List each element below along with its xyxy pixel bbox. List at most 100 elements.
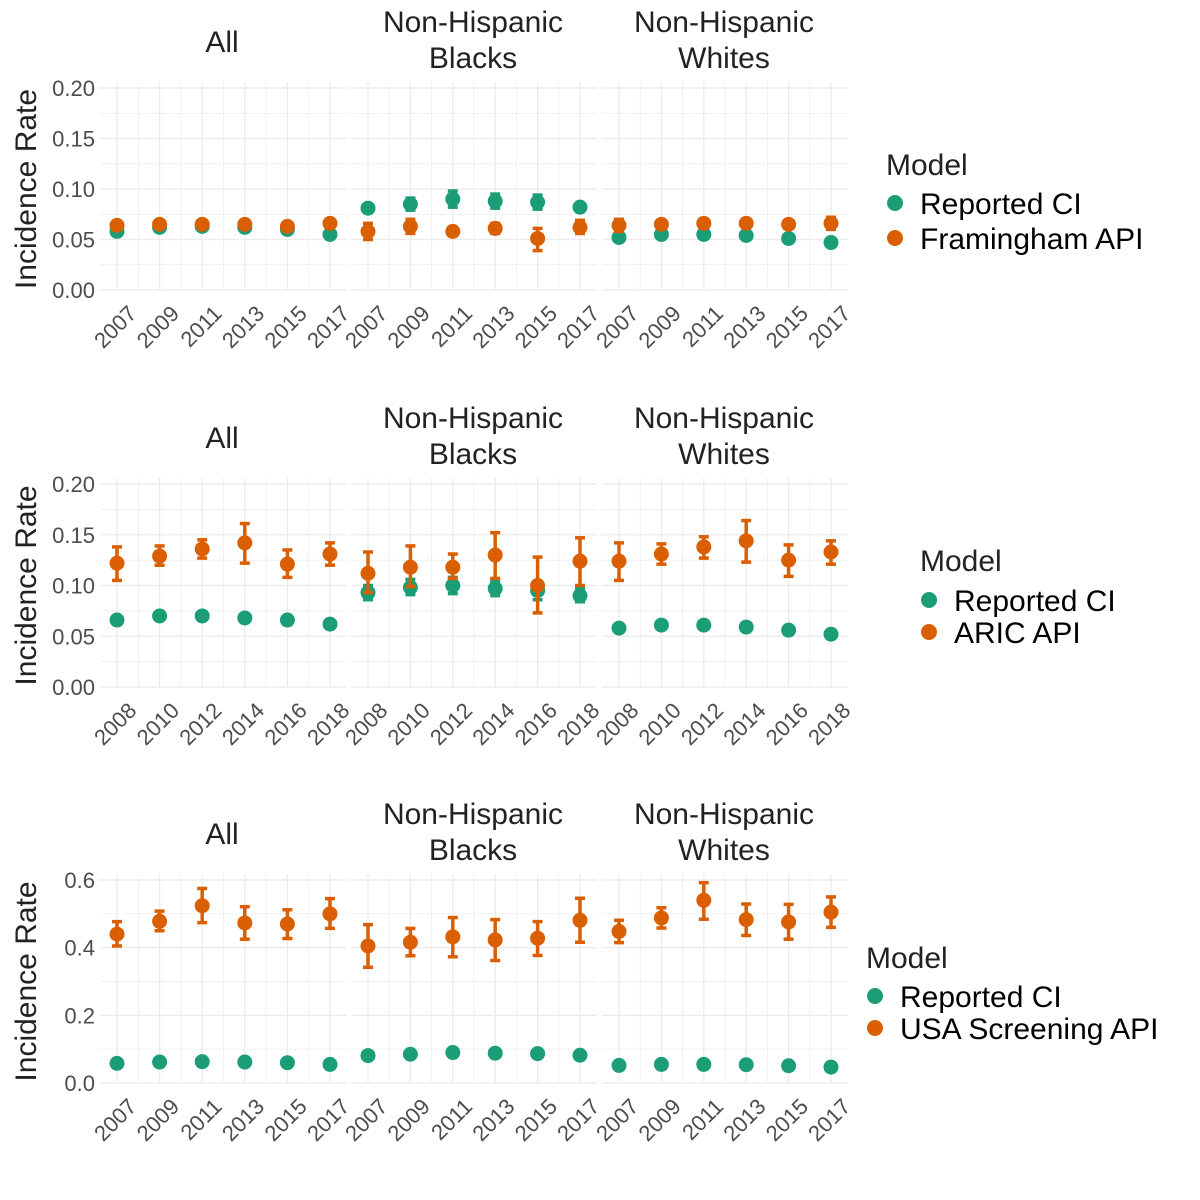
y-tick-label: 0.20 [52, 472, 95, 497]
data-point [738, 215, 754, 231]
data-point [738, 1057, 754, 1073]
legend-key [867, 988, 883, 1004]
x-tick-label: 2007 [591, 1094, 643, 1146]
x-tick-label: 2008 [340, 698, 392, 750]
y-tick-label: 0.10 [52, 574, 95, 599]
y-tick-label: 0.20 [52, 76, 95, 101]
data-point [322, 226, 338, 242]
x-tick-label: 2011 [426, 301, 477, 352]
y-tick-label: 0.15 [52, 127, 95, 152]
x-tick-label: 2017 [302, 1094, 354, 1146]
x-tick-label: 2012 [425, 698, 477, 750]
data-point [237, 915, 253, 931]
y-tick-label: 0.4 [64, 936, 95, 961]
series-2 [611, 518, 839, 583]
x-tick-label: 2017 [803, 301, 855, 353]
y-axis-title: Incidence Rate [10, 881, 43, 1081]
x-tick-label: 2008 [591, 698, 643, 750]
legend-title: Model [866, 942, 948, 975]
x-tick-label: 2009 [132, 1094, 184, 1146]
x-tick-label: 2016 [510, 698, 562, 750]
data-point [781, 230, 797, 246]
data-point [572, 199, 588, 215]
data-point [402, 218, 418, 234]
y-tick-label: 0.15 [52, 523, 95, 548]
legend-key [921, 592, 937, 608]
data-point [823, 235, 839, 251]
series-1 [109, 1054, 338, 1072]
x-tick-label: 2016 [260, 698, 312, 750]
data-point [738, 619, 754, 635]
data-point [696, 892, 712, 908]
x-tick-label: 2007 [89, 1094, 141, 1146]
legend-title: Model [886, 149, 968, 182]
facet-panel-2: Non-Hispanic Blacks 2008201020122014201620… [340, 402, 604, 750]
series-2 [109, 521, 338, 583]
data-point [109, 555, 125, 571]
facet-title: All [205, 422, 238, 455]
series-2 [611, 880, 839, 945]
facet-title: Non-Hispanic Whites [634, 402, 814, 471]
data-point [402, 1046, 418, 1062]
data-point [237, 1054, 253, 1070]
data-point [530, 194, 546, 210]
series-1 [360, 189, 588, 216]
data-point [402, 934, 418, 950]
x-tick-label: 2008 [89, 698, 141, 750]
x-tick-label: 2010 [383, 698, 435, 750]
x-tick-label: 2018 [552, 698, 604, 750]
data-point [194, 608, 210, 624]
data-point [530, 930, 546, 946]
data-point [237, 610, 253, 626]
data-point [781, 1058, 797, 1074]
data-point [360, 938, 376, 954]
x-tick-label: 2009 [634, 301, 686, 353]
facet-title: Non-Hispanic Whites [634, 6, 814, 75]
data-point [530, 578, 546, 593]
data-point [109, 612, 125, 628]
series-1 [360, 1045, 588, 1064]
data-point [823, 544, 839, 560]
data-point [823, 904, 839, 920]
x-tick-label: 2015 [510, 301, 562, 353]
facet-panel-3: Non-Hispanic Whites 2007200920112013201520… [591, 798, 855, 1146]
y-tick-label: 0.00 [52, 278, 95, 303]
x-tick-label: 2009 [132, 301, 184, 353]
data-point [572, 1047, 588, 1063]
series-1 [611, 617, 839, 642]
series-2 [109, 215, 338, 234]
data-point [279, 916, 295, 932]
legend-key [887, 195, 903, 211]
x-tick-label: 2009 [634, 1094, 686, 1146]
data-point [696, 617, 712, 633]
x-tick-label: 2011 [677, 301, 728, 352]
x-tick-label: 2012 [174, 698, 226, 750]
data-point [572, 588, 588, 604]
data-point [696, 226, 712, 242]
x-tick-label: 2017 [803, 1094, 855, 1146]
data-point [653, 216, 669, 232]
x-tick-label: 2011 [175, 301, 226, 352]
data-point [572, 912, 588, 928]
data-point [237, 535, 253, 551]
y-tick-label: 0.6 [64, 868, 95, 893]
facet-title: All [205, 818, 238, 851]
x-tick-label: 2013 [718, 301, 770, 353]
legend-label: ARIC API [954, 617, 1081, 650]
series-2 [360, 217, 588, 253]
legend-title: Model [920, 545, 1002, 578]
facet-title: Non-Hispanic Whites [634, 798, 814, 867]
data-point [445, 929, 461, 945]
data-point [653, 617, 669, 633]
data-point [487, 1045, 503, 1061]
data-point [445, 1045, 461, 1061]
data-point [572, 553, 588, 569]
y-tick-label: 0.10 [52, 177, 95, 202]
data-point [823, 626, 839, 642]
data-point [823, 1059, 839, 1075]
legend-key [887, 230, 903, 246]
data-point [194, 1054, 210, 1070]
